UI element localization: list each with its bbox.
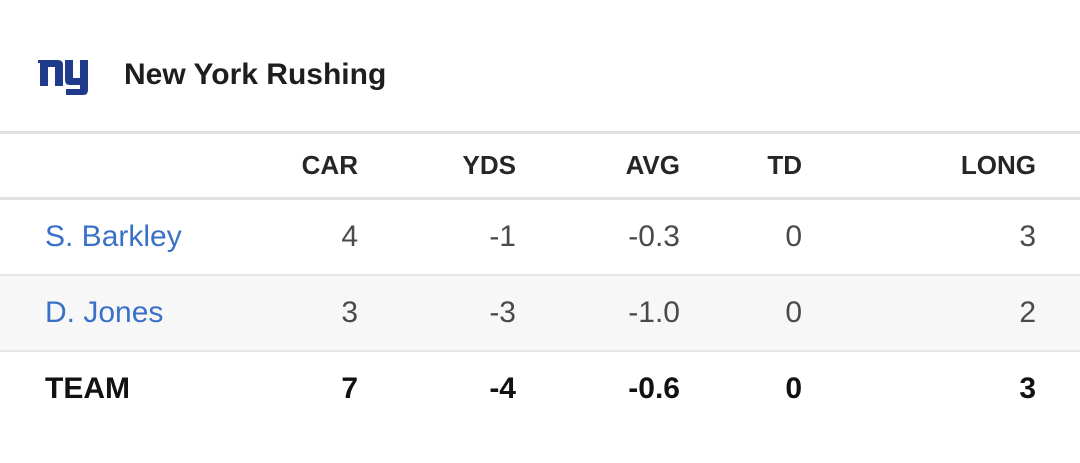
team-label: TEAM bbox=[45, 372, 130, 405]
yds-cell: -1 bbox=[489, 219, 516, 253]
table-row: S. Barkley 4 -1 -0.3 0 3 bbox=[0, 199, 1080, 275]
car-cell: 7 bbox=[341, 372, 358, 405]
car-cell: 4 bbox=[341, 219, 358, 253]
avg-cell: -1.0 bbox=[628, 295, 680, 329]
giants-ny-logo-icon bbox=[38, 60, 88, 95]
table-header-row: CAR YDS AVG TD LONG bbox=[0, 132, 1080, 199]
column-header-player bbox=[0, 133, 200, 199]
avg-cell: -0.6 bbox=[628, 372, 680, 405]
yds-cell: -4 bbox=[489, 372, 516, 405]
yds-cell: -3 bbox=[489, 295, 516, 329]
column-header-td: TD bbox=[767, 150, 802, 180]
td-cell: 0 bbox=[785, 372, 802, 405]
td-cell: 0 bbox=[785, 295, 802, 329]
team-total-row: TEAM 7 -4 -0.6 0 3 bbox=[0, 351, 1080, 427]
section-header: New York Rushing bbox=[0, 0, 1080, 132]
table-row: D. Jones 3 -3 -1.0 0 2 bbox=[0, 274, 1080, 351]
column-header-long: LONG bbox=[960, 150, 1036, 180]
long-cell: 3 bbox=[1019, 219, 1036, 253]
avg-cell: -0.3 bbox=[628, 219, 680, 253]
car-cell: 3 bbox=[341, 295, 358, 329]
column-header-car: CAR bbox=[301, 150, 358, 180]
long-cell: 3 bbox=[1019, 372, 1036, 405]
long-cell: 2 bbox=[1019, 295, 1036, 329]
player-link[interactable]: D. Jones bbox=[45, 295, 164, 329]
player-cell: D. Jones bbox=[0, 275, 200, 351]
section-title: New York Rushing bbox=[124, 58, 387, 91]
rushing-stats-table: CAR YDS AVG TD LONG S. Barkley 4 -1 -0.3… bbox=[0, 131, 1080, 427]
player-link[interactable]: S. Barkley bbox=[45, 219, 182, 253]
player-cell: S. Barkley bbox=[0, 199, 200, 275]
column-header-avg: AVG bbox=[625, 150, 680, 180]
column-header-yds: YDS bbox=[462, 150, 516, 180]
td-cell: 0 bbox=[785, 219, 802, 253]
